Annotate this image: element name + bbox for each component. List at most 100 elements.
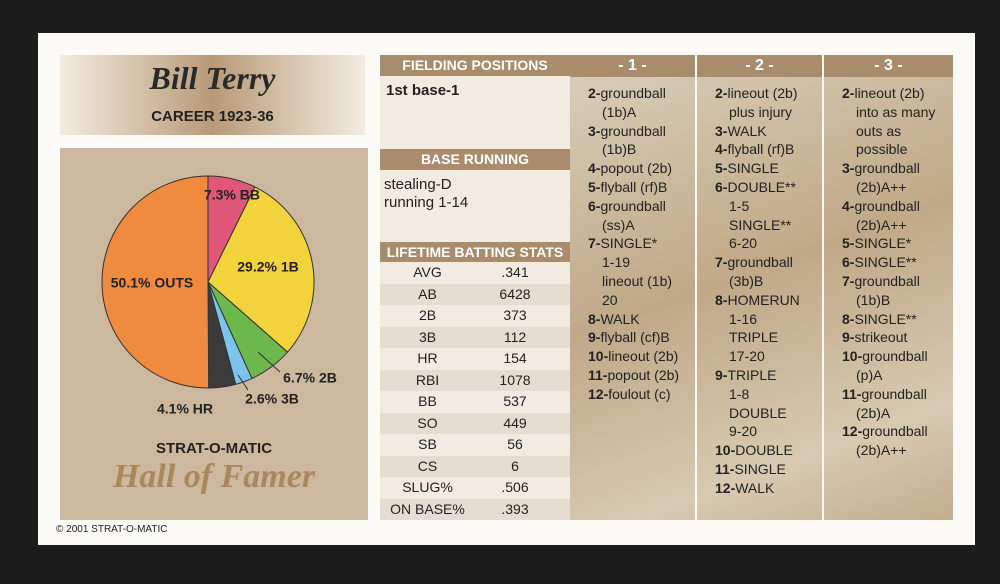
result-line: 5-flyball (rf)B (588, 178, 667, 196)
result-number: 7- (715, 254, 728, 271)
result-line: 10-lineout (2b) (588, 347, 678, 365)
result-number: 12- (842, 423, 863, 440)
result-line: possible (856, 140, 907, 158)
base-running-line: running 1-14 (384, 194, 469, 211)
result-text: flyball (rf)B (727, 141, 795, 158)
result-text: groundball (854, 160, 920, 177)
result-text: lineout (2b) (608, 348, 679, 365)
stat-label: ON BASE% (390, 500, 465, 517)
stat-label: 3B (418, 328, 437, 345)
result-text: 6-20 (729, 235, 758, 252)
result-text: (2b)A (856, 404, 891, 421)
result-line: 3-groundball (588, 122, 666, 140)
result-number: 7- (588, 235, 601, 252)
result-line: 10-DOUBLE (715, 441, 793, 459)
result-text: (1b)B (602, 141, 637, 158)
player-name: Bill Terry (149, 60, 276, 96)
result-text: (ss)A (602, 216, 635, 233)
stat-value: 1078 (499, 371, 531, 388)
result-text: WALK (735, 479, 775, 496)
fielding-title: FIELDING POSITIONS (380, 55, 570, 76)
result-number: 10- (715, 442, 736, 459)
result-text: (1b)A (602, 103, 637, 120)
result-line: (1b)B (602, 140, 636, 158)
brand-line1: STRAT-O-MATIC (155, 440, 273, 457)
pie-slice (207, 186, 315, 353)
result-text: SINGLE* (600, 235, 658, 252)
result-text: 9-20 (729, 423, 758, 440)
stat-row-bg (380, 498, 570, 520)
result-line: 10-groundball (842, 347, 928, 365)
stat-label: SO (417, 414, 438, 431)
stat-value: .393 (501, 500, 529, 517)
result-text: WALK (727, 122, 767, 139)
result-text: SINGLE (734, 461, 786, 477)
stat-row-bg (380, 326, 570, 348)
batting-title: LIFETIME BATTING STATS (380, 242, 570, 263)
pie-label: 4.1% HR (157, 401, 213, 417)
result-line: (ss)A (602, 216, 635, 234)
stat-value: 449 (503, 414, 527, 431)
result-number: 6- (588, 197, 601, 214)
result-text: 20 (602, 291, 618, 308)
stat-label: SB (418, 436, 437, 452)
result-line: lineout (1b) (602, 272, 672, 290)
column-divider (695, 55, 697, 520)
result-number: 10- (842, 348, 863, 365)
pie-label: 2.6% 3B (245, 391, 299, 407)
pie-label: 50.1% OUTS (111, 275, 193, 291)
stat-label: SLUG% (402, 479, 453, 495)
result-text: (2b)A++ (856, 442, 907, 459)
result-line: 6-20 (729, 234, 757, 252)
result-text: strikeout (854, 329, 908, 346)
pie-label: 29.2% 1B (237, 259, 298, 275)
result-text: groundball (600, 85, 666, 101)
result-number: 11- (715, 461, 735, 477)
result-line: 7-groundball (715, 253, 793, 271)
career: CAREER 1923-36 (151, 108, 274, 125)
result-number: 9- (715, 367, 728, 383)
result-number: 11- (842, 385, 862, 402)
column-header: - 3 - (824, 55, 953, 77)
result-text: (p)A (856, 367, 883, 383)
result-line: 17-20 (729, 347, 765, 365)
result-text: groundball (854, 273, 920, 289)
result-line: 9-flyball (cf)B (588, 328, 670, 346)
result-line: plus injury (729, 103, 792, 121)
pie-label: 7.3% BB (204, 187, 260, 203)
result-line: into as many (856, 103, 935, 121)
result-number: 12- (588, 385, 609, 402)
result-text: groundball (854, 197, 920, 214)
result-line: 1-5 (729, 197, 749, 215)
result-number: 2- (588, 85, 601, 101)
result-number: 3- (715, 122, 728, 139)
result-number: 5- (842, 235, 855, 252)
result-line: 11-popout (2b) (588, 366, 679, 384)
result-line: 12-foulout (c) (588, 385, 670, 403)
result-text: groundball (861, 385, 927, 402)
stat-value: 537 (503, 393, 527, 409)
pie-label: 6.7% 2B (283, 370, 337, 386)
result-line: 3-groundball (842, 159, 920, 177)
result-text: flyball (rf)B (600, 179, 668, 195)
stat-label: AB (418, 285, 437, 302)
stat-label: RBI (415, 371, 440, 388)
result-line: 9-20 (729, 422, 757, 440)
result-number: 3- (842, 160, 855, 177)
result-line: (3b)B (729, 272, 763, 290)
result-text: popout (2b) (607, 367, 680, 383)
stat-row-bg (380, 283, 570, 305)
result-number: 6- (842, 254, 855, 271)
result-text: lineout (2b) (727, 85, 798, 101)
result-text: DOUBLE** (727, 179, 796, 195)
base-running-title: BASE RUNNING (380, 149, 570, 170)
leader-line (257, 351, 281, 373)
name-banner (60, 55, 365, 135)
result-text: foulout (c) (608, 385, 671, 402)
stat-value: 112 (503, 328, 527, 345)
stat-label: CS (417, 457, 438, 474)
result-line: 6-groundball (588, 197, 666, 215)
result-text: SINGLE** (854, 310, 917, 327)
